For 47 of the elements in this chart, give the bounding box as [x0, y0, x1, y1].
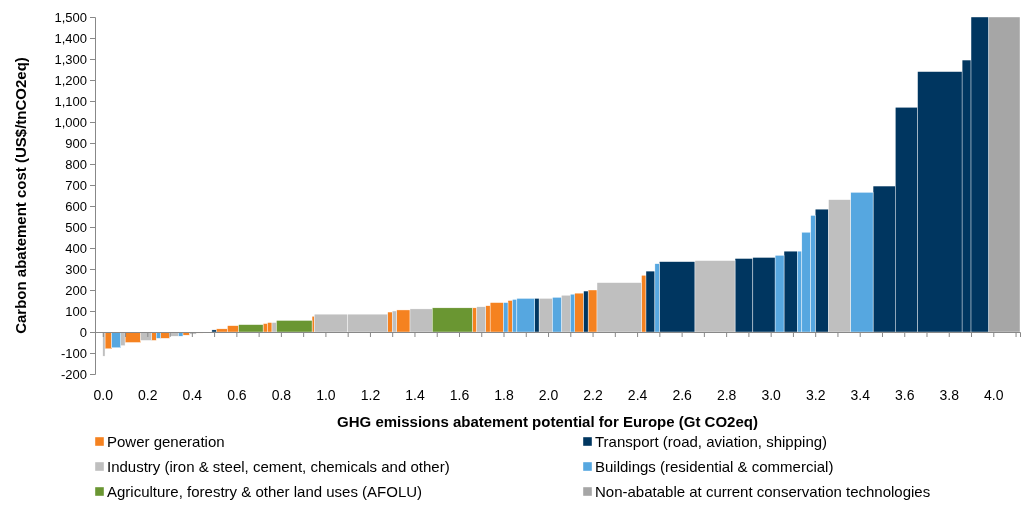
x-tick-label: 1.6	[449, 386, 470, 403]
y-tick-label: 300	[65, 261, 87, 277]
x-axis-title: GHG emissions abatement potential for Europe (Gt CO2eq)	[337, 413, 758, 430]
x-tick-label: 2.8	[716, 386, 737, 403]
y-tick-label: 200	[65, 282, 87, 298]
legend-label: Industry (iron & steel, cement, chemicals and other)	[107, 458, 450, 475]
y-axis-title: Carbon abatement cost (US$/tnCO2eq)	[12, 57, 29, 334]
x-tick-label: 1.4	[405, 386, 425, 403]
y-tick-label: 800	[65, 156, 87, 172]
legend-label: Transport (road, aviation, shipping)	[595, 433, 828, 450]
y-tick-label: -200	[60, 366, 87, 382]
x-tick-label: 0.6	[227, 386, 247, 403]
x-tick-label: 3.2	[805, 386, 826, 403]
x-tick-label: 2.2	[583, 386, 603, 403]
x-tick-label: 2.4	[627, 386, 648, 403]
y-tick-label: 100	[65, 303, 87, 319]
x-tick-label: 0.0	[93, 386, 114, 403]
x-tick-label: 0.8	[271, 386, 292, 403]
legend-label: Power generation	[107, 433, 225, 450]
y-tick-label: 1,000	[54, 114, 87, 130]
x-tick-label: 1.0	[316, 386, 336, 403]
x-tick-label: 3.6	[895, 386, 915, 403]
legend-label: Agriculture, forestry & other land uses (AFOLU)	[107, 483, 423, 500]
x-tick-label: 3.8	[939, 386, 960, 403]
x-tick-label: 4.0	[984, 386, 1004, 403]
y-tick-label: 500	[65, 219, 87, 235]
x-tick-label: 0.2	[138, 386, 158, 403]
x-tick-label: 3.4	[850, 386, 871, 403]
y-tick-label: 600	[65, 198, 87, 214]
y-tick-label: 1,500	[54, 9, 87, 25]
y-tick-label: 400	[65, 240, 87, 256]
y-tick-label: 900	[65, 135, 87, 151]
y-tick-label: 1,400	[54, 30, 87, 46]
y-tick-label: -100	[60, 345, 87, 361]
x-tick-label: 2.0	[538, 386, 559, 403]
y-tick-label: 700	[65, 177, 87, 193]
y-tick-label: 1,200	[54, 72, 87, 88]
y-tick-label: 1,300	[54, 51, 87, 67]
legend-label: Non-abatable at current conservation technologies	[595, 483, 931, 500]
y-tick-label: 0	[79, 324, 87, 340]
legend-label: Buildings (residential & commercial)	[595, 458, 834, 475]
x-tick-label: 0.4	[182, 386, 203, 403]
x-tick-label: 3.0	[761, 386, 782, 403]
x-tick-label: 1.8	[494, 386, 514, 403]
x-tick-label: 1.2	[360, 386, 381, 403]
y-tick-label: 1,100	[54, 93, 87, 109]
x-tick-label: 2.6	[672, 386, 693, 403]
